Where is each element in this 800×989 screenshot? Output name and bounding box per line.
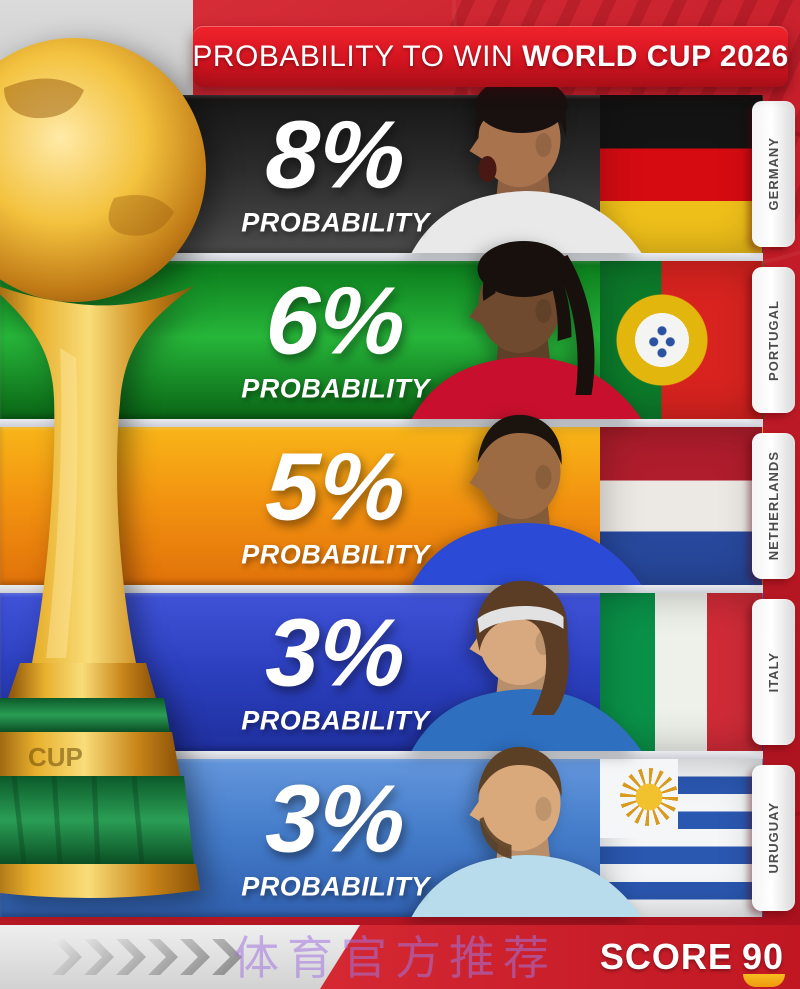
chevron-right-icon [52, 939, 82, 975]
country-flag [600, 759, 762, 917]
probability-value: 8% [263, 101, 408, 209]
player-photo [411, 580, 642, 751]
chevron-right-icon [116, 939, 146, 975]
country-name: PORTUGAL [766, 299, 781, 381]
brand-number: 90 [741, 936, 785, 987]
score90-smile-icon [742, 974, 785, 987]
header-title-prefix: PROBABILITY TO WIN [192, 39, 514, 73]
probability-bar: 5% PROBABILITY [0, 414, 763, 585]
country-flag [600, 261, 762, 419]
probability-block: 6% PROBABILITY [228, 267, 443, 404]
country-name: NETHERLANDS [766, 451, 781, 561]
brand-name: SCORE [599, 936, 733, 977]
country-name: ITALY [766, 651, 781, 693]
country-tab: URUGUAY [752, 765, 795, 911]
probability-value: 3% [263, 599, 408, 707]
footer-bar: 体育官方推荐 SCORE 90 [0, 925, 800, 989]
header-banner: PROBABILITY TO WIN WORLD CUP 2026 [192, 26, 789, 87]
chevron-right-icon [148, 939, 178, 975]
probability-block: 3% PROBABILITY [228, 599, 443, 736]
player-photo [411, 241, 642, 419]
country-name: URUGUAY [766, 802, 781, 874]
player-photo [411, 414, 642, 585]
probability-value: 3% [263, 765, 408, 873]
team-row: 5% PROBABILITY NETHERLANDS [0, 414, 800, 593]
probability-block: 8% PROBABILITY [228, 101, 443, 238]
country-name: GERMANY [766, 137, 781, 211]
chevron-right-icon [180, 939, 210, 975]
probability-label: PROBABILITY [241, 705, 430, 736]
chevrons [52, 939, 242, 975]
country-flag [600, 593, 762, 751]
brand-logo: SCORE 90 [599, 936, 785, 987]
probability-value: 5% [263, 433, 408, 541]
country-tab: ITALY [752, 599, 795, 745]
chevron-right-icon [84, 939, 114, 975]
probability-block: 5% PROBABILITY [228, 433, 443, 570]
probability-label: PROBABILITY [241, 373, 430, 404]
world-cup-trophy-icon: CUP [0, 38, 206, 898]
probability-label: PROBABILITY [241, 871, 430, 902]
probability-label: PROBABILITY [241, 207, 430, 238]
country-tab: GERMANY [752, 101, 795, 247]
player-photo [411, 746, 642, 917]
footer-gray-wedge [0, 925, 360, 989]
watermark-text: 体育官方推荐 [233, 931, 557, 985]
probability-value: 6% [263, 267, 408, 375]
country-flag [600, 427, 762, 585]
country-flag [600, 95, 762, 253]
country-tab: PORTUGAL [752, 267, 795, 413]
header-title-emphasis: WORLD CUP 2026 [522, 39, 789, 73]
probability-label: PROBABILITY [241, 539, 430, 570]
probability-block: 3% PROBABILITY [228, 765, 443, 902]
country-tab: NETHERLANDS [752, 433, 795, 579]
brand-number-text: 90 [741, 936, 784, 977]
svg-text:CUP: CUP [28, 742, 83, 772]
player-photo [411, 72, 642, 253]
